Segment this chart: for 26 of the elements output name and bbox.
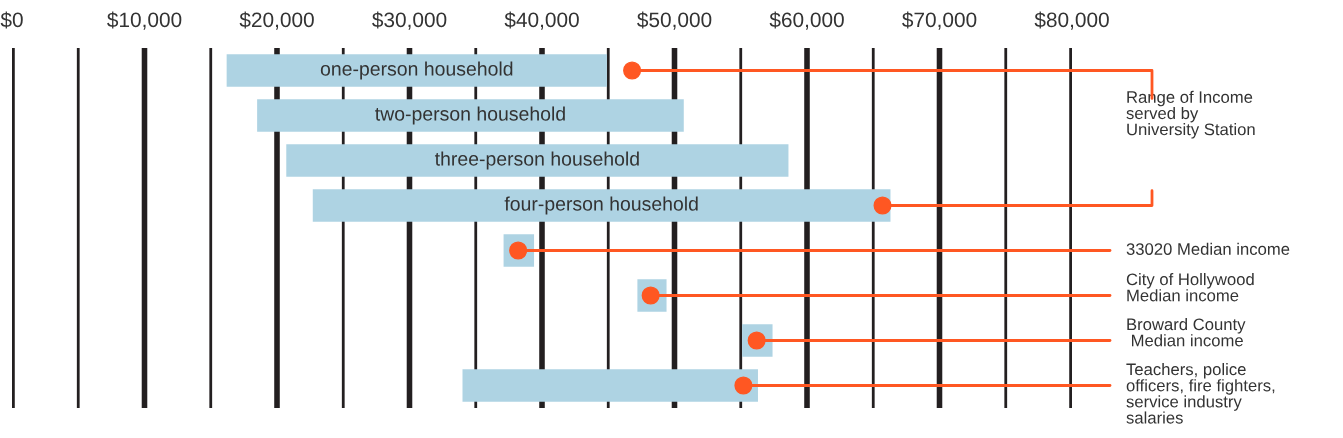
point bbox=[623, 61, 642, 80]
y-tick-label: four-person household bbox=[504, 196, 698, 215]
text: City of Hollywood Median income bbox=[1126, 273, 1254, 302]
x-tick-label: $80,000 bbox=[1034, 11, 1109, 30]
bar bbox=[226, 54, 607, 87]
x-tick-label: $0 bbox=[0, 11, 23, 29]
text: Teachers, police officers, fire fighters, service industry salaries bbox=[1126, 363, 1275, 424]
point bbox=[734, 376, 753, 395]
x-tick-label: $50,000 bbox=[637, 11, 712, 30]
y-tick-label: one-person household bbox=[320, 61, 513, 80]
x-tick-label: $10,000 bbox=[107, 11, 182, 30]
x-tick-label: $60,000 bbox=[769, 11, 844, 30]
bar bbox=[257, 99, 684, 132]
x-tick-label: $20,000 bbox=[239, 11, 314, 30]
bar bbox=[462, 369, 758, 402]
x-tick-label: $30,000 bbox=[372, 11, 447, 30]
y-tick-label: two-person household bbox=[375, 106, 565, 125]
text: Range of Income served by University Station bbox=[1126, 90, 1255, 139]
point bbox=[873, 196, 892, 215]
text: Broward County Median income bbox=[1127, 318, 1246, 347]
text: 33020 Median income bbox=[1126, 242, 1290, 255]
bar bbox=[286, 144, 789, 177]
x-tick-label: $40,000 bbox=[504, 11, 579, 30]
bar bbox=[312, 189, 891, 222]
y-tick-label: three-person household bbox=[434, 151, 639, 170]
x-tick-label: $70,000 bbox=[902, 11, 977, 30]
